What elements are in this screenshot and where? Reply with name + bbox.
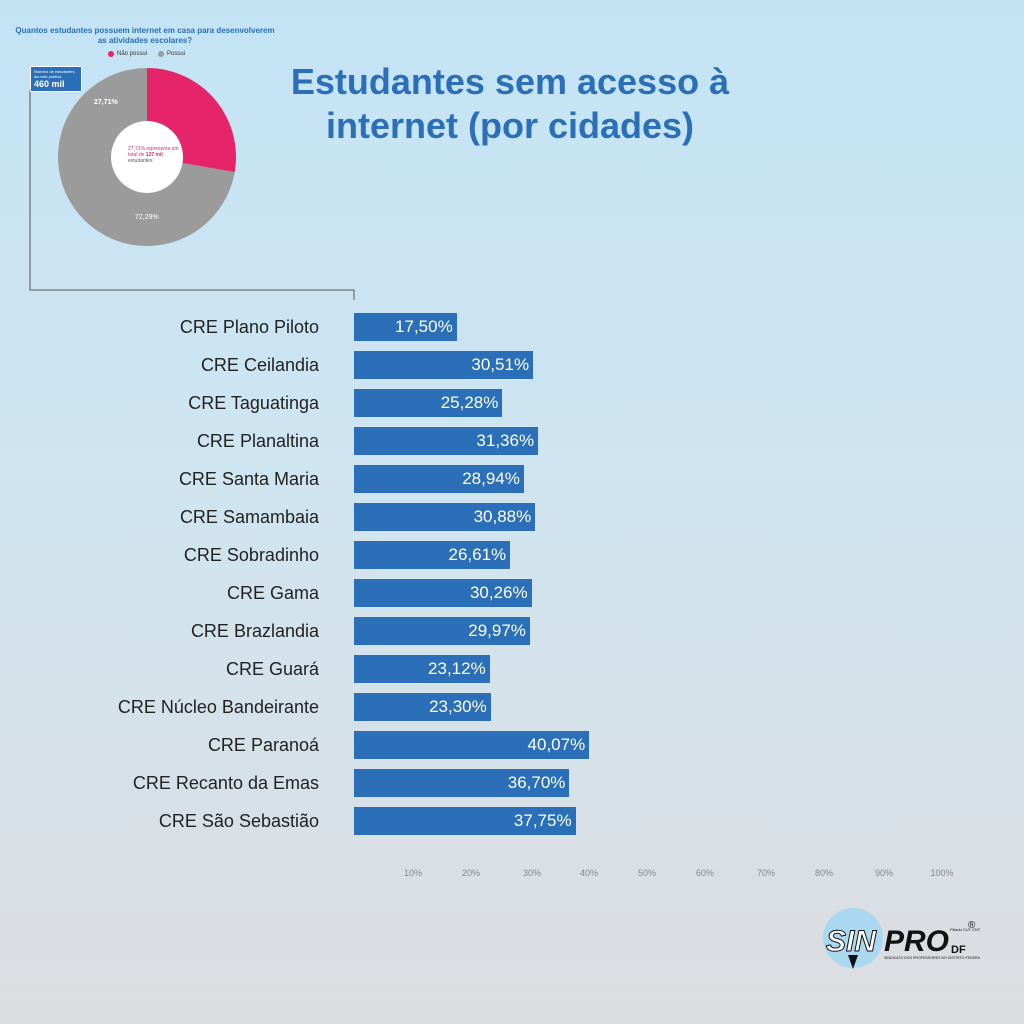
donut-chart	[29, 68, 355, 300]
bar-value-label: 40,07%	[527, 735, 586, 754]
bar-value-label: 30,51%	[471, 355, 530, 374]
logo-text-sin: SIN	[826, 925, 877, 958]
slice-label-not-have: 27,71%	[94, 99, 118, 106]
bar	[354, 313, 457, 341]
legend-dot-have	[158, 51, 164, 57]
bar	[354, 655, 490, 683]
bar	[354, 731, 590, 759]
bar-value-label: 23,30%	[429, 697, 487, 716]
bar-value-label: 31,36%	[476, 431, 535, 450]
logo-tagline: SINDICATO DOS PROFESSORES NO DISTRITO FE…	[884, 956, 980, 960]
legend-label-have: Possui	[167, 51, 186, 57]
bar-value-label: 30,26%	[469, 583, 528, 602]
bar-value-label: 23,12%	[428, 659, 486, 678]
bar	[354, 769, 570, 797]
logo-founded: Filiado CUT CNTE	[950, 927, 980, 932]
category-label: CRE Sobradinho	[183, 545, 319, 565]
category-label: CRE Guará	[225, 659, 319, 679]
x-tick-label: 40%	[579, 868, 598, 878]
legend-label-not-have: Não possui	[117, 51, 148, 57]
x-tick-label: 10%	[403, 868, 422, 878]
center-note-highlight: 127 mil	[145, 152, 163, 158]
category-label: CRE Samambaia	[179, 507, 319, 527]
category-label: CRE São Sebastião	[158, 811, 319, 831]
legend-dot-not-have	[108, 51, 114, 57]
chart-title: Estudantes sem acesso à internet (por ci…	[290, 61, 730, 146]
bar	[354, 427, 539, 455]
logo-circle	[823, 908, 883, 968]
center-note-post: estudantes	[128, 158, 153, 164]
students-total-box: Número de estudantes da rede pública 460…	[30, 66, 82, 92]
x-tick-label: 80%	[814, 868, 833, 878]
x-tick-label: 50%	[637, 868, 656, 878]
bar-value-label: 37,75%	[513, 811, 572, 830]
bar	[354, 579, 532, 607]
bar	[354, 503, 536, 531]
x-tick-label: 60%	[695, 868, 714, 878]
center-note-pre: 27,71% representa um total de	[128, 146, 179, 158]
bar-value-label: 36,70%	[507, 773, 566, 792]
x-tick-label: 70%	[756, 868, 775, 878]
connector-line	[29, 90, 355, 300]
category-label: CRE Plano Piloto	[179, 317, 319, 337]
donut-center-note: 27,71% representa um total de 127 mil es…	[128, 146, 188, 164]
bar-value-label: 26,61%	[448, 545, 507, 564]
bar	[354, 541, 511, 569]
bar-value-label: 29,97%	[468, 621, 526, 640]
bar	[354, 389, 503, 417]
bar	[354, 351, 534, 379]
bar	[354, 617, 530, 645]
category-label: CRE Brazlandia	[190, 621, 319, 641]
slice-label-have: 72,29%	[135, 214, 159, 221]
x-tick-label: 90%	[874, 868, 893, 878]
donut-question: Quantos estudantes possuem internet em c…	[15, 26, 275, 45]
category-label: CRE Ceilandia	[200, 355, 319, 375]
logo-registered: ®	[968, 920, 976, 931]
category-label: CRE Gama	[226, 583, 319, 603]
students-total-label: Número de estudantes da rede pública	[34, 69, 75, 79]
x-tick-label: 20%	[461, 868, 480, 878]
category-label: CRE Núcleo Bandeirante	[117, 697, 319, 717]
category-label: CRE Paranoá	[207, 735, 319, 755]
category-label: CRE Planaltina	[196, 431, 319, 451]
bar	[354, 693, 491, 721]
logo-text-pro: PRO	[884, 925, 949, 958]
bar-value-label: 30,88%	[473, 507, 532, 526]
category-label: CRE Santa Maria	[178, 469, 319, 489]
category-label: CRE Taguatinga	[188, 393, 319, 413]
x-tick-label: 100%	[930, 868, 954, 878]
donut-hole	[111, 121, 183, 193]
bar-value-label: 17,50%	[395, 317, 453, 336]
bar-value-label: 28,94%	[462, 469, 520, 488]
sinpro-logo: SIN PRO DF Filiado CUT CNTE ® SINDICATO …	[823, 908, 980, 969]
bar	[354, 807, 576, 835]
x-tick-label: 30%	[522, 868, 541, 878]
category-label: CRE Recanto da Emas	[132, 773, 319, 793]
logo-pen-tip	[848, 955, 858, 969]
bar-value-label: 25,28%	[440, 393, 499, 412]
logo-text-df: DF	[951, 944, 966, 956]
students-total-value: 460 mil	[34, 79, 65, 89]
legend-not-have: Não possui	[108, 51, 147, 57]
bar	[354, 465, 524, 493]
legend-have: Possui	[158, 51, 185, 57]
